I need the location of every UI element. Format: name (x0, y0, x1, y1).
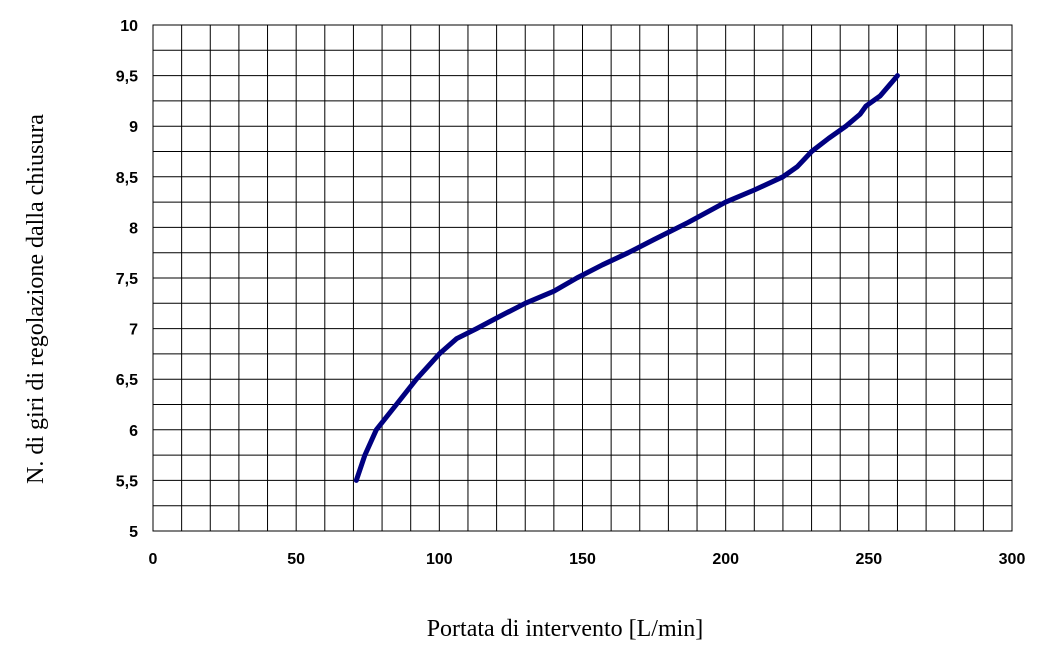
x-tick-labels: 0 50 100 150 200 250 300 (149, 551, 1026, 568)
y-tick-label: 6 (129, 423, 138, 440)
y-tick-label: 5,5 (116, 473, 138, 490)
y-axis-label: N. di giri di regolazione dalla chiusura (23, 114, 49, 484)
y-tick-label: 7 (129, 322, 138, 339)
gridlines (153, 25, 1012, 531)
x-tick-label: 100 (426, 551, 453, 568)
series-line (353, 73, 900, 483)
y-tick-label: 9,5 (116, 69, 138, 86)
series-group (353, 73, 900, 483)
x-axis-label: Portata di intervento [L/min] (427, 616, 704, 642)
y-tick-label: 6,5 (116, 372, 138, 389)
x-tick-label: 200 (712, 551, 739, 568)
y-tick-label: 10 (120, 18, 138, 35)
x-tick-label: 150 (569, 551, 596, 568)
y-tick-label: 8 (129, 220, 138, 237)
x-tick-label: 250 (855, 551, 882, 568)
x-tick-label: 300 (999, 551, 1026, 568)
y-tick-label: 9 (129, 119, 138, 136)
x-tick-label: 50 (287, 551, 305, 568)
plot-area-border (152, 24, 1013, 532)
y-tick-label: 5 (129, 524, 138, 541)
x-tick-label: 0 (149, 551, 158, 568)
y-tick-label: 7,5 (116, 271, 138, 288)
y-tick-label: 8,5 (116, 170, 138, 187)
y-tick-labels: 5 5,5 6 6,5 7 7,5 8 8,5 9 9,5 10 (116, 18, 138, 541)
